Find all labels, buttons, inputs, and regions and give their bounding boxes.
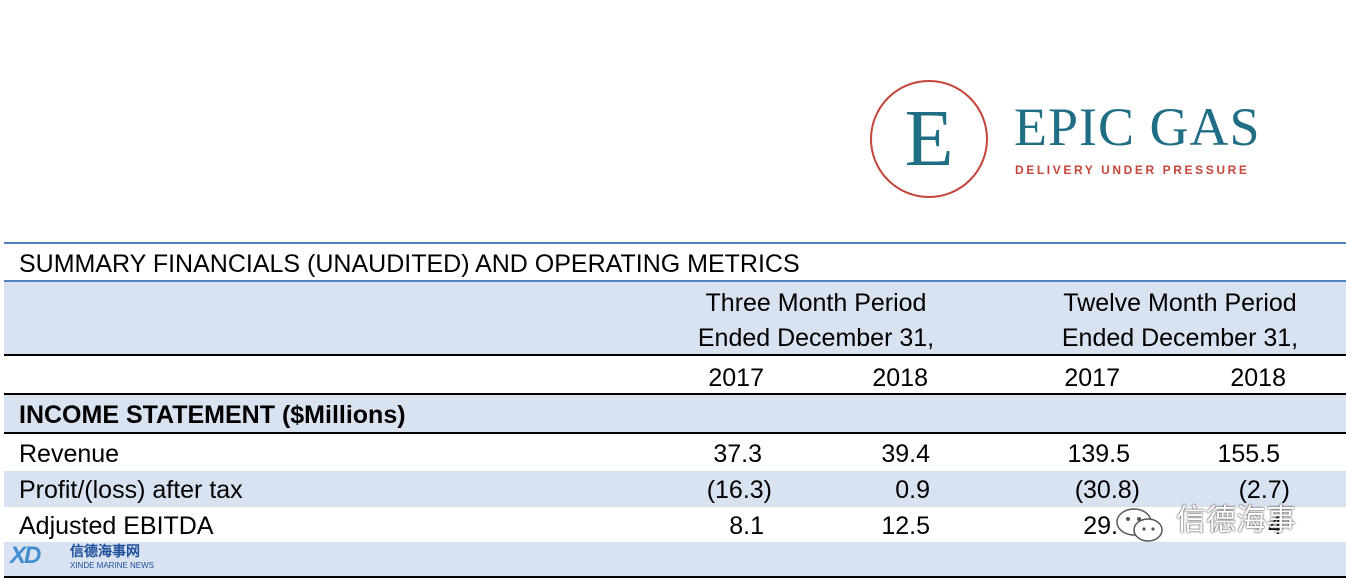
table-cell: 4 (1268, 512, 1282, 540)
table-cell: 8.1 (729, 512, 764, 540)
group-header-band (4, 282, 1346, 354)
year-header: 2017 (708, 364, 764, 392)
table-cell: (30.8) (1074, 476, 1140, 504)
three-month-header-line2: Ended December 31, (697, 324, 935, 352)
year-header: 2018 (1230, 364, 1286, 392)
section-band (4, 395, 1346, 432)
table-cell: 139.5 (1067, 440, 1130, 468)
section-heading: INCOME STATEMENT ($Millions) (19, 401, 406, 429)
company-name: EPIC GAS (1014, 97, 1261, 157)
table-cell: (2.7) (1238, 476, 1290, 504)
xinde-cn-name: 信德海事网 (70, 543, 140, 559)
table-cell: (16.3) (706, 476, 772, 504)
table-cell: 0.9 (895, 476, 930, 504)
three-month-header-line1: Three Month Period (705, 289, 927, 317)
table-cell: 12.5 (881, 512, 930, 540)
table-cell: 29. (1083, 512, 1118, 540)
year-header: 2018 (872, 364, 928, 392)
table-cell: 37.3 (713, 440, 762, 468)
wechat-icon (1116, 508, 1163, 542)
xinde-logo-mark: XD (10, 542, 41, 569)
row-band (4, 542, 1346, 576)
company-tagline: DELIVERY UNDER PRESSURE (1015, 163, 1250, 177)
table-cell: 155.5 (1217, 440, 1280, 468)
logo-letter: E (904, 95, 954, 183)
row-label-revenue: Revenue (19, 440, 120, 468)
row-label-profit: Profit/(loss) after tax (19, 476, 243, 504)
year-header: 2017 (1064, 364, 1120, 392)
bottom-rule (4, 576, 1346, 578)
header-rule (4, 280, 1346, 282)
year-rule-top (4, 354, 1346, 356)
twelve-month-header-line1: Twelve Month Period (1063, 289, 1297, 317)
table-title: SUMMARY FINANCIALS (UNAUDITED) AND OPERA… (19, 250, 800, 278)
twelve-month-header-line2: Ended December 31, (1061, 324, 1299, 352)
year-rule-bottom (4, 393, 1346, 395)
row-label-ebitda: Adjusted EBITDA (19, 512, 214, 540)
table-cell: 39.4 (881, 440, 930, 468)
row-band (4, 471, 1346, 507)
xinde-en-name: XINDE MARINE NEWS (70, 561, 155, 570)
section-rule (4, 432, 1346, 434)
logo-circle (870, 80, 988, 198)
wechat-account-name: 信德海事 (1176, 504, 1296, 537)
top-rule (4, 242, 1346, 244)
